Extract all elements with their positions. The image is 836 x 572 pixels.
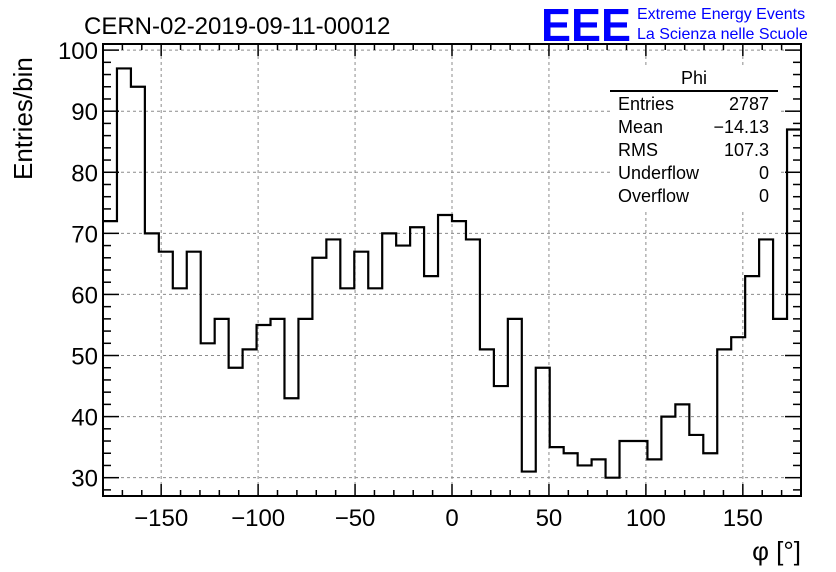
x-tick-label: −150 (134, 505, 188, 532)
histogram-bin (131, 87, 145, 496)
stats-row-label: Entries (618, 94, 674, 114)
histogram-bin (522, 472, 536, 496)
histogram-bin (187, 252, 201, 496)
histogram-bin (452, 221, 466, 496)
y-tick-label: 100 (58, 38, 98, 65)
y-tick-label: 30 (71, 466, 98, 493)
histogram-bin (578, 465, 592, 496)
histogram-bin (382, 233, 396, 496)
stats-row-value: −14.13 (713, 117, 769, 137)
stats-rows: Entries 2787 Mean −14.13 RMS 107.3 Underflow 0 O… (618, 94, 769, 206)
histogram-bin (354, 252, 368, 496)
stats-row-label: Underflow (618, 163, 700, 183)
histogram-bin (494, 386, 508, 496)
histogram-bin (271, 319, 285, 496)
histogram-bin (215, 319, 229, 496)
histogram-bin (103, 221, 117, 496)
branding-line-2: La Scienza nelle Scuole (637, 26, 808, 43)
tick-labels: −150 −100 −50 0 50 100 150 30 40 50 60 70 80 90 100 (58, 38, 763, 532)
histogram-bin (717, 349, 731, 496)
stats-box: Phi Entries 2787 Mean −14.13 RMS 107.3 Underfl… (610, 68, 780, 210)
x-axis-label: φ [°] (752, 536, 801, 566)
x-tick-label: 50 (536, 505, 563, 532)
stats-row-value: 0 (759, 186, 769, 206)
histogram-bin (229, 368, 243, 496)
histogram-bin (661, 417, 675, 496)
x-tick-label: −100 (231, 505, 285, 532)
histogram-outline (103, 67, 801, 479)
histogram-bin (326, 239, 340, 496)
x-tick-label: −50 (335, 505, 376, 532)
histogram-bin (284, 398, 298, 496)
histogram-bin (340, 288, 354, 496)
histogram-bin (145, 233, 159, 496)
histogram-bin (173, 288, 187, 496)
histogram-bin (243, 349, 257, 496)
histogram-bin (396, 246, 410, 496)
histogram-bin (466, 239, 480, 496)
histogram-bin (564, 453, 578, 496)
stats-row-label: Mean (618, 117, 663, 137)
stats-box-title: Phi (681, 68, 707, 88)
histogram-bin (312, 258, 326, 496)
x-tick-label: 150 (723, 505, 763, 532)
histogram-bin (759, 239, 773, 496)
histogram-bin (298, 319, 312, 496)
stats-row-label: Overflow (618, 186, 690, 206)
histogram-bin (257, 325, 271, 496)
eee-logo: EEE (541, 0, 631, 51)
y-tick-label: 80 (71, 160, 98, 187)
histogram-bin (424, 276, 438, 496)
histogram-bin (536, 368, 550, 496)
grid (103, 44, 801, 496)
histogram-bin (117, 68, 131, 496)
histogram-bin (480, 349, 494, 496)
histogram-bin (410, 227, 424, 496)
y-axis-label: Entries/bin (8, 57, 38, 180)
histogram (103, 67, 801, 496)
histogram-bin (745, 276, 759, 496)
histogram-bin (620, 441, 634, 496)
histogram-bin (689, 435, 703, 496)
x-tick-label: 100 (626, 505, 666, 532)
histogram-bin (368, 288, 382, 496)
axes (102, 43, 802, 497)
histogram-bin (703, 453, 717, 496)
y-tick-label: 70 (71, 221, 98, 248)
histogram-bin (508, 319, 522, 496)
y-tick-label: 50 (71, 344, 98, 371)
stats-row-value: 0 (759, 163, 769, 183)
x-tick-label: 0 (445, 505, 458, 532)
stats-row-value: 107.3 (724, 140, 769, 160)
stats-row-label: RMS (618, 140, 658, 160)
y-tick-label: 90 (71, 99, 98, 126)
histogram-bin (675, 404, 689, 496)
eee-logo-text: EEE (541, 0, 631, 51)
histogram-bin (773, 319, 787, 496)
y-tick-label: 40 (71, 405, 98, 432)
y-tick-label: 60 (71, 282, 98, 309)
branding-line-1: Extreme Energy Events (637, 6, 805, 23)
chart-title: CERN-02-2019-09-11-00012 (84, 13, 390, 40)
histogram-bin (201, 343, 215, 496)
histogram-bin (550, 447, 564, 496)
stats-row-value: 2787 (729, 94, 769, 114)
